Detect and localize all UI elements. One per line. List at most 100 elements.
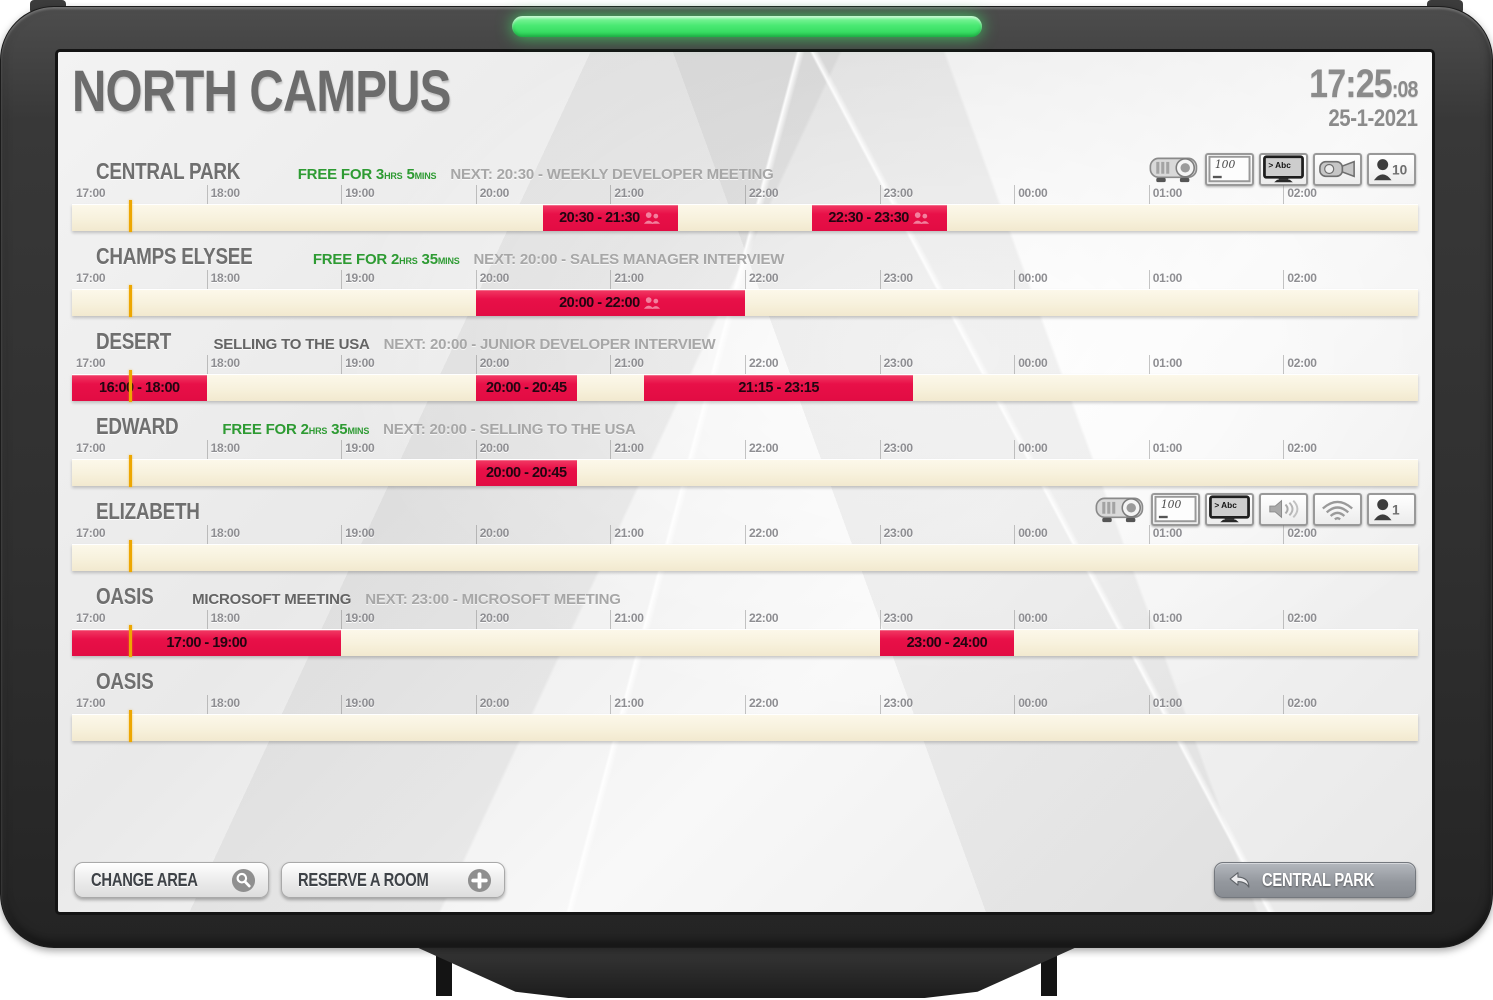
tick-label: 17:00: [76, 271, 106, 285]
search-icon: [231, 868, 256, 893]
svg-text:10: 10: [1392, 162, 1408, 177]
tick-label: 22:00: [749, 186, 779, 200]
room-status: MICROSOFT MEETING: [192, 591, 352, 608]
room-row-central-park[interactable]: CENTRAL PARK FREE FOR 3HRS 5MINS NEXT: 2…: [72, 152, 1418, 232]
room-header: ELIZABETH 100 > Abc 1: [72, 492, 1418, 526]
tick-label: 22:00: [749, 356, 779, 370]
header: NORTH CAMPUS 17:25:08 25-1-2021: [72, 52, 1419, 144]
timeline-ticks: 17:00 18:00 19:00 20:00 21:00 22:00 23:00 00:00…: [72, 270, 1418, 289]
booking-bar[interactable]: 20:30 - 21:30: [543, 205, 678, 231]
timeline-ticks: 17:00 18:00 19:00 20:00 21:00 22:00 23:00 00:00…: [72, 610, 1418, 629]
attendees-icon: [643, 296, 662, 310]
tick-label: 01:00: [1152, 271, 1183, 285]
room-row-edward[interactable]: EDWARD FREE FOR 2HRS 35MINS NEXT: 20:00 …: [72, 413, 1418, 487]
tick-label: 01:00: [1152, 696, 1183, 710]
current-time-indicator: [128, 285, 132, 317]
current-time-indicator: [128, 455, 132, 487]
room-status: FREE FOR 2HRS 35MINS: [312, 251, 460, 268]
tick-label: 00:00: [1018, 356, 1048, 370]
attendees-icon: [912, 211, 931, 225]
room-row-champs-elysee[interactable]: CHAMPS ELYSEE FREE FOR 2HRS 35MINS NEXT:…: [72, 243, 1418, 317]
booking-bar[interactable]: 23:00 - 24:00: [879, 630, 1015, 656]
tick-label: 18:00: [210, 356, 241, 370]
timeline-track[interactable]: 16:00 - 18:00 20:00 - 20:45 21:15 - 23:15: [72, 370, 1418, 402]
timeline-track[interactable]: 20:30 - 21:30 22:30 - 23:30: [72, 200, 1418, 232]
reserve-room-button[interactable]: RESERVE A ROOM: [281, 862, 506, 898]
tick-label: 18:00: [210, 441, 241, 455]
attendees-icon: [643, 211, 662, 225]
tick-label: 22:00: [749, 611, 779, 625]
display-icon: > Abc: [1205, 492, 1254, 526]
room-name: CHAMPS ELYSEE: [96, 243, 253, 269]
speaker-icon: [1259, 492, 1308, 526]
timeline-track[interactable]: [72, 540, 1418, 572]
tick-label: 21:00: [614, 611, 644, 625]
booking-time-label: 20:30 - 21:30: [559, 210, 640, 226]
booking-time-label: 21:15 - 23:15: [738, 380, 819, 396]
booking-time-label: 16:00 - 18:00: [99, 380, 180, 396]
screen: NORTH CAMPUS 17:25:08 25-1-2021 CENTRAL …: [55, 49, 1435, 915]
clock: 17:25:08 25-1-2021: [1290, 64, 1419, 132]
clock-seconds: :08: [1392, 76, 1419, 102]
current-time-indicator: [128, 200, 132, 232]
rooms-list: CENTRAL PARK FREE FOR 3HRS 5MINS NEXT: 2…: [72, 152, 1418, 753]
tick-label: 17:00: [76, 356, 106, 370]
booking-bar[interactable]: 16:00 - 18:00: [72, 375, 207, 401]
tick-label: 02:00: [1287, 441, 1317, 455]
room-name: OASIS: [96, 668, 154, 694]
change-area-button[interactable]: CHANGE AREA: [74, 862, 270, 898]
room-name: OASIS: [96, 583, 154, 609]
room-header: OASIS: [72, 668, 1418, 695]
projector-icon: [1094, 492, 1146, 526]
svg-text:> Abc: > Abc: [1268, 160, 1291, 170]
tick-label: 17:00: [76, 186, 106, 200]
tick-label: 23:00: [883, 271, 914, 285]
room-equipment: 100 > Abc 1: [1094, 492, 1416, 526]
timeline-track[interactable]: 17:00 - 19:00 23:00 - 24:00: [72, 625, 1418, 657]
tick-label: 19:00: [345, 696, 375, 710]
tick-label: 01:00: [1152, 356, 1183, 370]
room-row-desert[interactable]: DESERT SELLING TO THE USA NEXT: 20:00 - …: [72, 328, 1418, 402]
room-row-oasis[interactable]: OASIS 17:00 18:00 19:00 20:00 21:00 22:00 23:0…: [72, 668, 1418, 742]
tablet-bezel: NORTH CAMPUS 17:25:08 25-1-2021 CENTRAL …: [0, 6, 1493, 948]
display-icon: > Abc: [1259, 152, 1308, 186]
tick-label: 23:00: [883, 186, 914, 200]
booking-bar[interactable]: 17:00 - 19:00: [72, 630, 342, 656]
tick-label: 00:00: [1018, 526, 1048, 540]
booking-bar[interactable]: 22:30 - 23:30: [812, 205, 947, 231]
tick-label: 02:00: [1287, 186, 1317, 200]
booking-bar[interactable]: 20:00 - 20:45: [475, 375, 577, 401]
current-time-indicator: [128, 710, 132, 742]
room-next-meeting: NEXT: 20:00 - SALES MANAGER INTERVIEW: [473, 251, 785, 268]
tick-label: 18:00: [210, 696, 241, 710]
booking-time-label: 20:00 - 20:45: [485, 465, 567, 481]
area-back-button[interactable]: CENTRAL PARK: [1214, 862, 1416, 898]
back-arrow-icon: [1227, 868, 1252, 893]
timeline-track[interactable]: 20:00 - 22:00: [72, 285, 1418, 317]
timeline-track[interactable]: 20:00 - 20:45: [72, 455, 1418, 487]
tick-label: 17:00: [76, 696, 106, 710]
room-header: DESERT SELLING TO THE USA NEXT: 20:00 - …: [72, 328, 1418, 355]
tick-label: 00:00: [1018, 441, 1048, 455]
room-name: CENTRAL PARK: [96, 158, 241, 184]
room-next-meeting: NEXT: 23:00 - MICROSOFT MEETING: [365, 591, 621, 608]
clock-date: 25-1-2021: [1328, 105, 1419, 132]
booking-bar[interactable]: 21:15 - 23:15: [644, 375, 914, 401]
tick-label: 00:00: [1018, 696, 1048, 710]
room-row-elizabeth[interactable]: ELIZABETH 100 > Abc 1 17:00 18:00 19:00 20:00…: [72, 492, 1418, 572]
timeline-ticks: 17:00 18:00 19:00 20:00 21:00 22:00 23:00 00:00…: [72, 525, 1418, 544]
timeline-track[interactable]: [72, 710, 1418, 742]
booking-bar[interactable]: 20:00 - 20:45: [475, 460, 577, 486]
room-row-oasis[interactable]: OASIS MICROSOFT MEETING NEXT: 23:00 - MI…: [72, 583, 1418, 657]
booking-time-label: 20:00 - 22:00: [559, 295, 640, 311]
room-header: CENTRAL PARK FREE FOR 3HRS 5MINS NEXT: 2…: [72, 152, 1418, 186]
reserve-room-label: RESERVE A ROOM: [298, 869, 429, 890]
tick-label: 02:00: [1287, 356, 1317, 370]
tick-label: 22:00: [749, 526, 779, 540]
tick-label: 01:00: [1152, 526, 1183, 540]
booking-bar[interactable]: 20:00 - 22:00: [475, 290, 745, 316]
svg-text:> Abc: > Abc: [1214, 500, 1237, 510]
tick-label: 17:00: [76, 526, 106, 540]
svg-text:100: 100: [1161, 498, 1182, 511]
tick-label: 20:00: [479, 696, 510, 710]
